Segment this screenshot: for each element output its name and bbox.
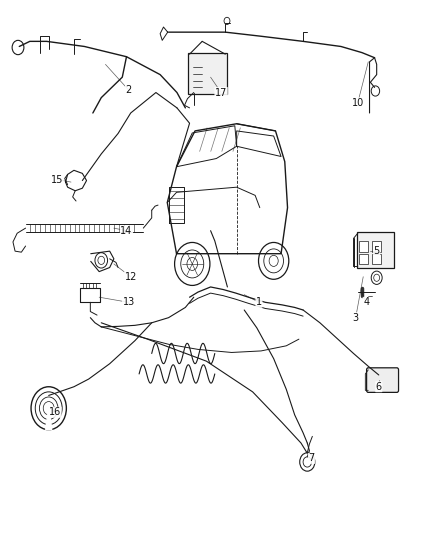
Text: 7: 7	[308, 454, 314, 463]
Text: 2: 2	[125, 85, 132, 95]
Text: 10: 10	[352, 98, 364, 108]
Text: 14: 14	[120, 225, 133, 236]
FancyBboxPatch shape	[367, 368, 399, 392]
Text: 13: 13	[123, 297, 135, 308]
Text: 6: 6	[376, 382, 382, 392]
Wedge shape	[46, 408, 52, 430]
FancyBboxPatch shape	[372, 241, 381, 252]
FancyBboxPatch shape	[359, 254, 368, 264]
Text: 1: 1	[256, 297, 262, 308]
FancyBboxPatch shape	[188, 53, 226, 94]
Text: 5: 5	[374, 246, 380, 256]
Text: 3: 3	[353, 313, 359, 322]
Text: 15: 15	[51, 174, 64, 184]
Text: 12: 12	[124, 272, 137, 282]
Text: 16: 16	[49, 407, 61, 417]
FancyBboxPatch shape	[357, 232, 394, 268]
Text: 4: 4	[363, 297, 369, 308]
FancyBboxPatch shape	[359, 241, 368, 252]
FancyBboxPatch shape	[372, 254, 381, 264]
Text: 17: 17	[215, 87, 227, 98]
